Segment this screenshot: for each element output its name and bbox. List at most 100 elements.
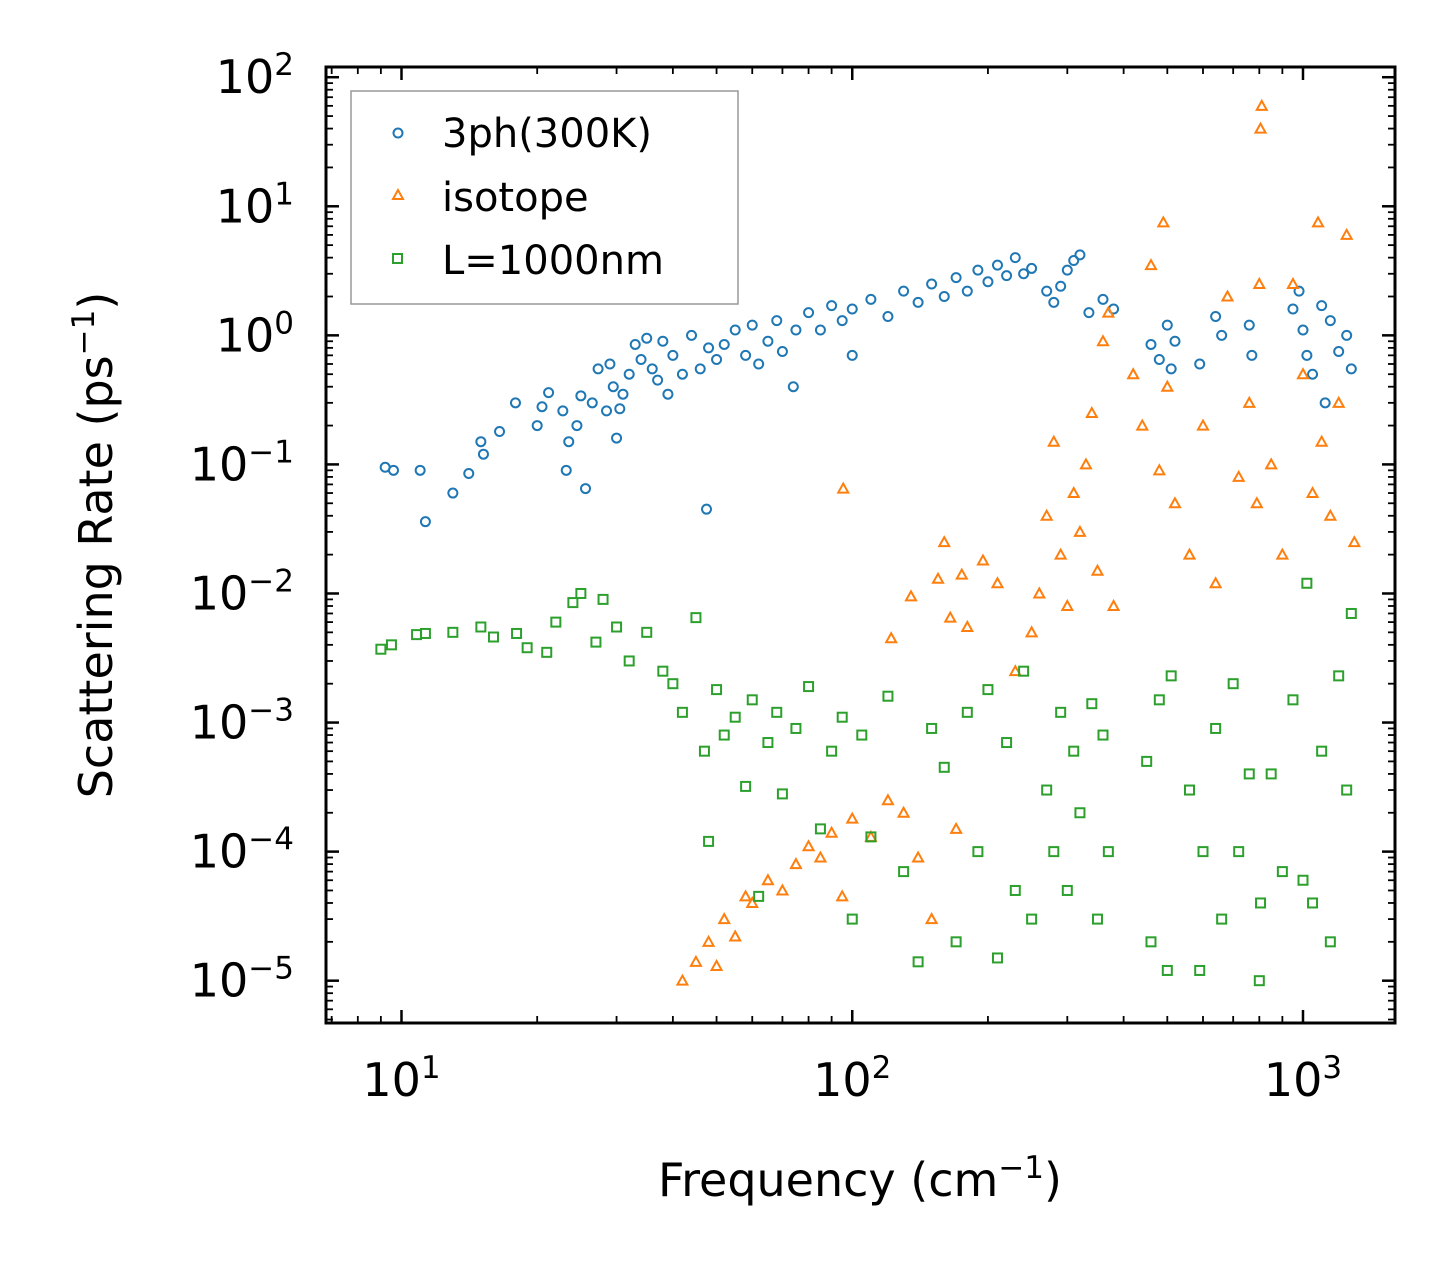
data-point-boundary <box>1141 755 1153 767</box>
data-point-boundary <box>447 626 459 638</box>
legend-label-isotope: isotope <box>442 175 589 221</box>
data-point-boundary <box>690 612 702 624</box>
data-point-boundary <box>703 835 715 847</box>
data-point-3ph <box>926 278 938 290</box>
data-point-3ph <box>586 397 598 409</box>
x-tick-label-base: 10 <box>813 1053 872 1107</box>
data-point-3ph <box>635 353 647 365</box>
data-point-isotope <box>728 929 742 942</box>
data-point-boundary <box>1341 784 1353 796</box>
data-point-3ph <box>531 420 543 432</box>
data-point-3ph <box>703 342 715 354</box>
data-point-3ph <box>611 432 623 444</box>
data-point-boundary <box>1091 913 1103 925</box>
data-point-3ph <box>686 329 698 341</box>
data-point-3ph <box>571 420 583 432</box>
data-point-3ph <box>652 374 664 386</box>
data-point-boundary <box>982 684 994 696</box>
data-point-boundary <box>1276 866 1288 878</box>
data-point-isotope <box>789 857 803 870</box>
data-point-boundary <box>1068 745 1080 757</box>
y-tick-label-exp: 2 <box>274 47 294 83</box>
data-point-3ph <box>1061 264 1073 276</box>
data-point-boundary <box>1048 846 1060 858</box>
y-tick-label-exp: −2 <box>248 563 294 599</box>
data-point-boundary <box>511 627 523 639</box>
data-point-3ph <box>1055 280 1067 292</box>
data-point-3ph <box>1301 349 1313 361</box>
data-point-boundary <box>521 642 533 654</box>
data-point-3ph <box>676 368 688 380</box>
data-point-isotope <box>761 873 775 886</box>
legend-label-boundary: L=1000nm <box>442 238 664 284</box>
data-point-3ph <box>771 315 783 327</box>
data-point-boundary <box>385 639 397 651</box>
data-point-boundary <box>938 761 950 773</box>
data-point-isotope <box>836 481 850 494</box>
y-tick-label-exp: −3 <box>248 693 294 729</box>
data-point-3ph <box>604 358 616 370</box>
data-point-3ph <box>1324 315 1336 327</box>
data-point-boundary <box>1183 784 1195 796</box>
y-axis-title-text: Scattering Rate (ps <box>69 355 123 798</box>
data-point-isotope <box>1008 664 1022 677</box>
data-point-isotope <box>738 889 753 902</box>
series-layer <box>375 98 1362 987</box>
data-point-3ph <box>982 276 994 288</box>
y-tick-label-exp: 1 <box>274 176 294 212</box>
y-tick-label: 10−2 <box>190 563 294 620</box>
data-point-boundary <box>1210 722 1222 734</box>
data-point-isotope <box>924 912 939 925</box>
data-point-boundary <box>1153 694 1165 706</box>
data-point-boundary <box>1061 884 1073 896</box>
data-point-3ph <box>776 345 788 357</box>
data-point-boundary <box>1097 729 1109 741</box>
y-tick-label-base: 10 <box>216 179 275 233</box>
data-point-isotope <box>1208 576 1223 589</box>
data-point-boundary <box>590 636 602 648</box>
data-point-3ph <box>1319 397 1331 409</box>
data-point-3ph <box>972 264 984 276</box>
data-point-boundary <box>711 684 723 696</box>
data-point-3ph <box>882 310 894 322</box>
plot-frame <box>324 65 1397 1025</box>
x-axis-title: Frequency (cm−1) <box>658 1150 1062 1207</box>
data-point-3ph <box>477 448 489 460</box>
data-point-isotope <box>701 934 716 947</box>
data-point-isotope <box>1323 508 1338 521</box>
legend-box <box>350 90 739 305</box>
data-point-isotope <box>1255 98 1269 111</box>
data-point-3ph <box>575 390 587 402</box>
data-point-boundary <box>1216 913 1228 925</box>
data-point-isotope <box>1220 289 1235 302</box>
y-tick-label-exp: −5 <box>248 951 294 987</box>
legend-marker-boundary <box>392 253 403 264</box>
data-point-3ph <box>543 387 555 399</box>
data-point-isotope <box>1231 469 1246 482</box>
data-point-isotope <box>881 793 895 806</box>
data-point-boundary <box>641 626 653 638</box>
y-tick-label-exp: −1 <box>248 434 294 470</box>
data-point-3ph <box>1293 285 1305 297</box>
data-point-boundary <box>1233 846 1245 858</box>
data-point-boundary <box>567 597 579 609</box>
data-point-3ph <box>667 349 679 361</box>
data-point-boundary <box>1333 670 1345 682</box>
data-point-isotope <box>1152 463 1167 476</box>
data-point-3ph <box>790 324 802 336</box>
data-point-boundary <box>1253 975 1265 987</box>
legend-item-isotope: isotope <box>391 175 589 221</box>
data-point-3ph <box>1243 319 1255 331</box>
data-point-boundary <box>1055 706 1067 718</box>
x-tick-label-exp: 1 <box>421 1050 441 1086</box>
data-point-3ph <box>536 401 548 413</box>
data-point-boundary <box>1165 670 1177 682</box>
y-tick-label-base: 10 <box>216 50 275 104</box>
data-point-3ph <box>657 335 669 347</box>
data-point-3ph <box>623 368 635 380</box>
data-point-boundary <box>846 913 858 925</box>
data-point-3ph <box>898 285 910 297</box>
data-point-boundary <box>882 690 894 702</box>
data-point-boundary <box>1265 768 1277 780</box>
data-point-boundary <box>1307 897 1319 909</box>
